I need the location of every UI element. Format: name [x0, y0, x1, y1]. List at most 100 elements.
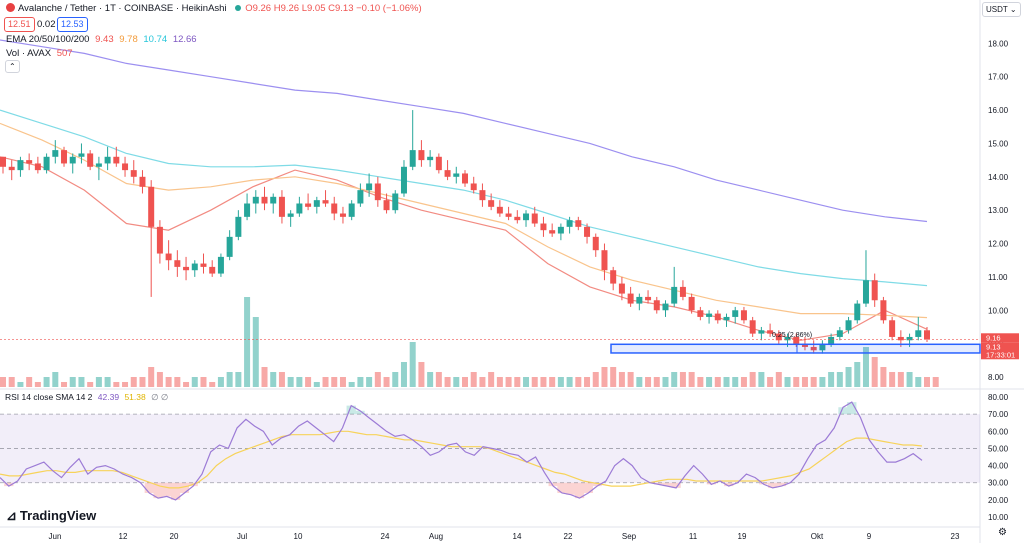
ema-legend[interactable]: EMA 20/50/100/200 9.43 9.78 10.74 12.66	[6, 34, 197, 45]
rsi-legend[interactable]: RSI 14 close SMA 14 2 42.39 51.38 ∅ ∅	[5, 392, 168, 403]
volume-bar	[8, 377, 15, 387]
volume-bar	[679, 372, 686, 387]
candle-body	[52, 150, 59, 157]
volume-bar	[130, 377, 137, 387]
ask-price[interactable]: 12.53	[57, 17, 88, 32]
vol-value: 507	[56, 48, 73, 59]
candle-body	[296, 203, 303, 214]
candle-body	[575, 220, 582, 227]
volume-bars	[0, 297, 939, 387]
candle-body	[758, 330, 765, 334]
candle-body	[627, 293, 634, 304]
live-dot-icon	[235, 5, 242, 11]
candle-body	[470, 183, 477, 191]
candle-body	[584, 226, 591, 237]
candle-body	[435, 156, 442, 171]
symbol-name: Avalanche / Tether · 1T · COINBASE · Hei…	[18, 3, 227, 14]
rsi-extra: ∅ ∅	[151, 392, 169, 402]
candle-body	[453, 173, 460, 177]
time-tick-label: 14	[513, 532, 522, 541]
candle-body	[810, 346, 817, 351]
volume-bar	[740, 377, 747, 387]
candle-body	[592, 236, 599, 251]
volume-bar	[148, 367, 155, 387]
symbol-title[interactable]: Avalanche / Tether · 1T · COINBASE · Hei…	[6, 3, 422, 14]
candle-body	[566, 220, 573, 227]
price-tick-label: 13.00	[988, 206, 1009, 215]
volume-bar	[409, 342, 416, 387]
volume-bar	[331, 377, 338, 387]
volume-bar	[540, 377, 547, 387]
candle-body	[261, 196, 268, 204]
candle-body	[836, 330, 843, 337]
volume-legend[interactable]: Vol · AVAX 507	[6, 48, 73, 59]
candle-body	[488, 200, 495, 207]
countdown-tag: 17:33:01	[986, 350, 1015, 359]
time-tick-label: 19	[738, 532, 747, 541]
settings-gear-icon[interactable]: ⚙	[998, 527, 1007, 538]
candle-body	[331, 203, 338, 214]
candle-body	[87, 153, 94, 167]
volume-bar	[671, 372, 678, 387]
candle-body	[200, 263, 207, 267]
volume-bar	[645, 377, 652, 387]
time-tick-label: Jun	[49, 532, 62, 541]
candle-body	[270, 196, 277, 204]
candles	[0, 110, 930, 354]
rsi-lines	[0, 401, 923, 501]
candle-body	[653, 300, 660, 311]
volume-bar	[217, 377, 224, 387]
volume-bar	[462, 377, 468, 387]
candle-body	[122, 163, 129, 171]
ema-line-2	[0, 109, 928, 287]
volume-bar	[845, 367, 852, 387]
rsi-tick-label: 60.00	[988, 427, 1009, 436]
candle-body	[514, 216, 521, 221]
rsi-line	[0, 401, 923, 501]
last-price-tag-bg	[981, 342, 1019, 360]
volume-bar	[889, 372, 896, 387]
volume-bar	[69, 377, 76, 387]
volume-bar	[418, 362, 425, 387]
volume-bar	[514, 377, 521, 387]
candle-body	[732, 310, 739, 317]
ema-lines	[0, 39, 928, 341]
collapse-legend-button[interactable]: ⌃	[5, 60, 20, 73]
volume-bar	[0, 377, 6, 387]
currency-selector[interactable]: USDT ⌄	[982, 2, 1021, 17]
vol-label: Vol · AVAX	[6, 48, 52, 59]
volume-bar	[610, 367, 617, 387]
candle-body	[523, 213, 530, 221]
candle-body	[897, 336, 904, 341]
candle-body	[697, 310, 704, 317]
ema-price-tag-bg	[981, 333, 1019, 343]
bid-price[interactable]: 12.51	[4, 17, 35, 32]
volume-bar	[252, 317, 259, 387]
candle-body	[0, 156, 6, 167]
volume-bar	[470, 372, 477, 387]
price-tick-label: 11.00	[988, 273, 1008, 282]
candle-body	[34, 163, 41, 171]
time-tick-label: 10	[294, 532, 303, 541]
volume-bar	[313, 382, 320, 387]
price-tick-label: 15.00	[988, 139, 1009, 148]
support-rectangle	[610, 343, 981, 354]
volume-bar	[523, 377, 530, 387]
candle-body	[174, 260, 181, 267]
volume-bar	[357, 377, 364, 387]
volume-bar	[435, 372, 442, 387]
volume-bar	[87, 382, 94, 387]
tradingview-logo[interactable]: ⊿ TradingView	[6, 508, 96, 524]
volume-bar	[392, 372, 399, 387]
volume-bar	[479, 377, 486, 387]
volume-bar	[706, 377, 713, 387]
time-tick-label: 11	[689, 532, 698, 541]
candle-body	[496, 206, 503, 214]
candle-body	[549, 230, 556, 234]
candle-body	[889, 320, 896, 337]
candle-body	[383, 200, 390, 211]
candle-body	[26, 160, 33, 164]
volume-bar	[366, 377, 373, 387]
volume-bar	[897, 372, 904, 387]
